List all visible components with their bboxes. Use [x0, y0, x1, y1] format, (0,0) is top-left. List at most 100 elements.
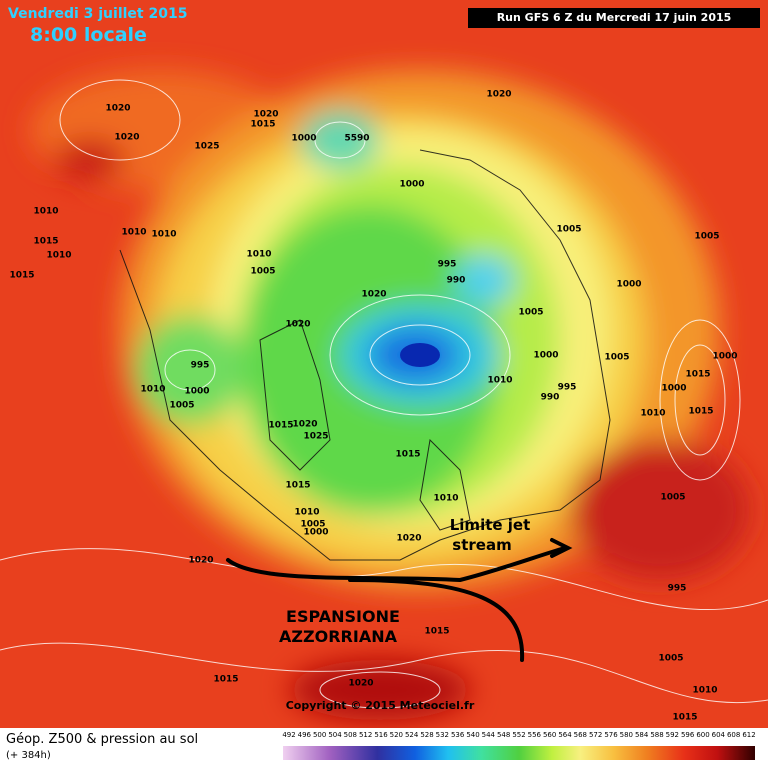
pressure-label: 1020 [188, 556, 213, 566]
pressure-label: 1000 [533, 351, 558, 361]
pressure-label: 1015 [688, 407, 713, 417]
scale-label: 588 [650, 731, 664, 739]
pressure-label: 1005 [169, 401, 194, 411]
low-core [400, 343, 440, 367]
pressure-label: 990 [447, 276, 466, 286]
pressure-label: 1015 [685, 370, 710, 380]
pressure-label: 1020 [285, 320, 310, 330]
scale-label: 532 [435, 731, 450, 739]
pressure-label: 1010 [294, 508, 319, 518]
scale-label: 508 [343, 731, 358, 739]
scale-label: 516 [374, 731, 388, 739]
scale-label: 544 [481, 731, 496, 739]
valid-time: 8:00 locale [30, 24, 147, 46]
pressure-label: 1005 [250, 267, 275, 277]
scale-label: 584 [634, 731, 649, 739]
run-info: Run GFS 6 Z du Mercredi 17 juin 2015 [468, 8, 760, 28]
pressure-label: 5590 [344, 134, 369, 144]
scale-label: 496 [297, 731, 312, 739]
scale-label: 576 [604, 731, 618, 739]
pressure-label: 1005 [694, 232, 719, 242]
pressure-label: 1020 [486, 90, 511, 100]
pressure-label: 1000 [712, 352, 737, 362]
scale-label: 608 [726, 731, 741, 739]
pressure-label: 1025 [303, 432, 328, 442]
pressure-label: 1020 [396, 534, 421, 544]
annotation: stream [452, 536, 511, 554]
pressure-label: 1015 [250, 120, 275, 130]
pressure-label: 990 [541, 393, 560, 403]
pressure-label: 995 [438, 260, 457, 270]
pressure-label: 1020 [253, 110, 278, 120]
scale-label: 552 [512, 731, 526, 739]
annotation: ESPANSIONE [286, 607, 400, 626]
pressure-label: 1010 [433, 494, 458, 504]
pressure-label: 1010 [692, 686, 717, 696]
legend-subtitle: (+ 384h) [6, 750, 51, 761]
pressure-label: 1000 [399, 180, 424, 190]
scale-label: 556 [527, 731, 542, 739]
legend: Géop. Z500 & pression au sol (+ 384h) 49… [0, 728, 768, 768]
scale-label: 512 [358, 731, 373, 739]
pressure-label: 995 [668, 584, 687, 594]
pressure-label: 1015 [395, 450, 420, 460]
scale-label: 520 [389, 731, 404, 739]
pressure-label: 1005 [660, 493, 685, 503]
color-scale [283, 746, 755, 760]
pressure-label: 1000 [291, 134, 316, 144]
pressure-label: 1005 [518, 308, 543, 318]
pressure-label: 1015 [268, 421, 293, 431]
field [30, 70, 750, 720]
scale-label: 604 [711, 731, 726, 739]
pressure-label: 1015 [213, 675, 238, 685]
pressure-label: 1010 [640, 409, 665, 419]
scale-label: 500 [312, 731, 327, 739]
scale-label: 492 [282, 731, 296, 739]
pressure-label: 1010 [33, 207, 58, 217]
pressure-label: 1000 [184, 387, 209, 397]
scale-label: 504 [328, 731, 342, 739]
pressure-label: 995 [191, 361, 210, 371]
scale-label: 564 [558, 731, 572, 739]
valid-date: Vendredi 3 juillet 2015 [8, 6, 188, 22]
scale-label: 592 [665, 731, 680, 739]
pressure-label: 1005 [556, 225, 581, 235]
legend-title: Géop. Z500 & pression au sol [6, 732, 199, 747]
pressure-label: 1025 [194, 142, 219, 152]
scale-label: 596 [680, 731, 695, 739]
pressure-label: 1015 [33, 237, 58, 247]
annotation: Limite jet [450, 516, 531, 534]
pressure-label: 1010 [46, 251, 71, 261]
pressure-label: 1020 [114, 133, 139, 143]
arrows [226, 538, 573, 662]
pressure-label: 1010 [140, 385, 165, 395]
pressure-label: 995 [558, 383, 577, 393]
pressure-label: 1015 [672, 713, 697, 723]
pressure-label: 1015 [424, 627, 449, 637]
scale-label: 528 [420, 731, 434, 739]
scale-label: 612 [742, 731, 756, 739]
pressure-label: 1000 [616, 280, 641, 290]
isobars [0, 79, 768, 709]
scale-label: 568 [573, 731, 588, 739]
scale-label: 524 [404, 731, 419, 739]
pressure-label: 1010 [487, 376, 512, 386]
annotation: AZZORRIANA [279, 627, 398, 646]
pressure-label: 1010 [121, 228, 146, 238]
scale-label: 580 [619, 731, 634, 739]
scale-label: 600 [696, 731, 710, 739]
pressure-label: 1020 [105, 104, 130, 114]
coastlines [119, 149, 611, 561]
pressure-label: 1000 [303, 528, 328, 538]
scale-label: 536 [450, 731, 465, 739]
pressure-label: 1005 [604, 353, 629, 363]
pressure-label: 1005 [658, 654, 683, 664]
scale-label: 560 [542, 731, 557, 739]
scale-label: 572 [588, 731, 603, 739]
copyright: Copyright © 2015 Meteociel.fr [286, 699, 475, 712]
pressure-label: 1005 [300, 520, 325, 530]
pressure-label: 1020 [361, 290, 386, 300]
pressure-label: 1020 [348, 679, 373, 689]
